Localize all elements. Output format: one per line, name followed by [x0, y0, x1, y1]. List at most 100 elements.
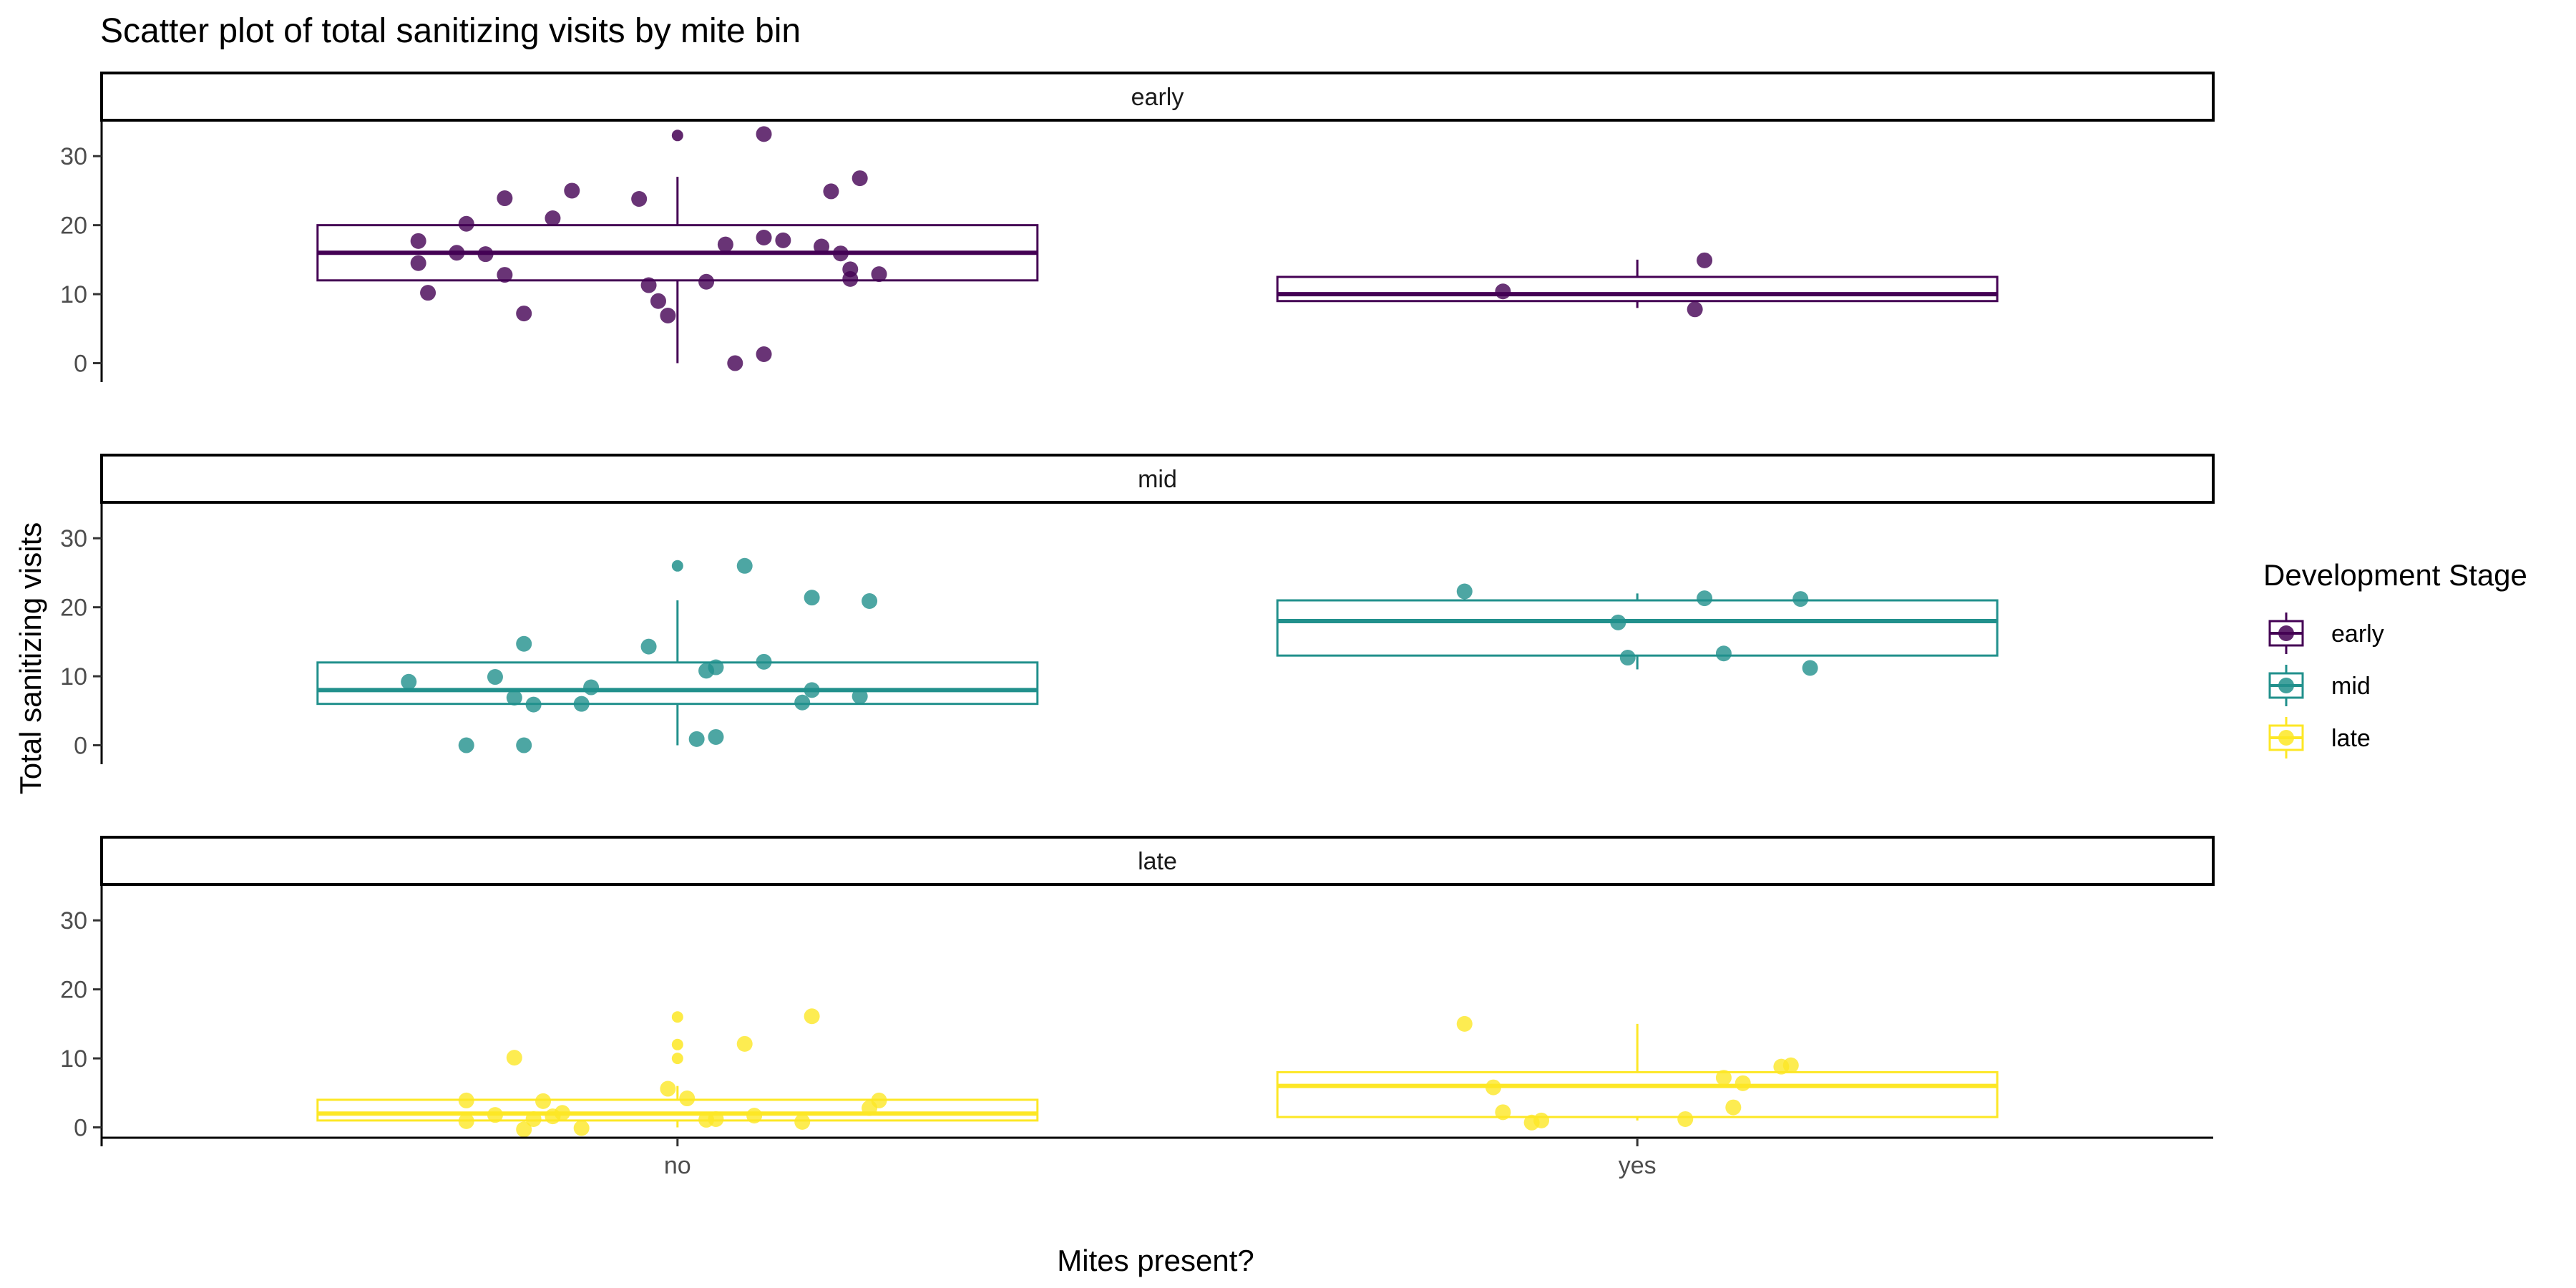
data-point [420, 285, 436, 301]
x-axis: no yes [102, 1136, 2213, 1179]
legend-label-early: early [2331, 620, 2384, 648]
boxplot-yes [1276, 259, 1999, 308]
data-point [746, 1108, 763, 1124]
data-point [814, 238, 830, 255]
data-point [1697, 590, 1713, 607]
data-point [804, 682, 820, 698]
outlier-point [671, 1011, 683, 1023]
data-point [804, 1008, 820, 1025]
data-point [458, 215, 474, 232]
boxplot-yes [1276, 1023, 1999, 1121]
data-point [545, 210, 561, 227]
data-point [842, 270, 859, 287]
facet-panel-late: late 0 10 20 30 [60, 836, 2215, 1146]
data-point [871, 266, 887, 283]
data-point [823, 183, 839, 200]
data-point [688, 731, 705, 747]
data-point [525, 1111, 542, 1127]
data-point [1687, 301, 1703, 318]
data-point [1725, 1099, 1742, 1116]
data-point [458, 737, 474, 753]
data-point [1715, 1070, 1732, 1086]
data-point [573, 1120, 590, 1136]
box [1276, 275, 1999, 303]
legend: Development Stage early mid late [2263, 558, 2527, 758]
data-point [862, 592, 878, 609]
data-point [852, 170, 868, 187]
x-tick-label: yes [1619, 1152, 1657, 1179]
outlier-point [671, 1038, 683, 1050]
data-point [1792, 591, 1809, 608]
data-point [775, 232, 791, 248]
legend-label-late: late [2331, 725, 2371, 752]
data-point [1610, 614, 1626, 630]
y-tick-label: 20 [60, 595, 87, 622]
y-tick-label: 10 [60, 663, 87, 691]
data-point [631, 191, 648, 208]
data-point [516, 306, 532, 322]
data-point [458, 1113, 474, 1129]
data-point [650, 293, 666, 309]
legend-title: Development Stage [2263, 558, 2527, 592]
boxplot-no [316, 1085, 1039, 1128]
y-axis-title: Total sanitizing visits [14, 522, 47, 794]
data-point [410, 233, 426, 249]
data-point [871, 1092, 887, 1108]
legend-key-late [2268, 717, 2304, 758]
facet-strip-early [100, 72, 2215, 122]
data-point [1495, 1104, 1511, 1121]
legend-key-early [2268, 613, 2304, 654]
data-point [1456, 1015, 1473, 1032]
data-point [852, 688, 868, 705]
data-point [477, 246, 494, 263]
data-point [506, 689, 522, 706]
data-point [804, 590, 820, 606]
facet-panel-mid: mid 0 10 20 30 [60, 454, 2215, 764]
data-point [554, 1105, 570, 1121]
y-tick-label: 0 [74, 351, 87, 378]
data-point [583, 679, 600, 696]
box [1276, 1070, 1999, 1118]
data-point [487, 669, 503, 686]
data-point [1677, 1111, 1694, 1127]
boxplot-no [316, 600, 1039, 746]
facet-panels: early 0 10 20 30 mid 0 10 20 30 late 0 10 20 30 [60, 72, 2215, 1146]
outlier-point [671, 1053, 683, 1065]
y-tick-label: 0 [74, 733, 87, 760]
outlier-point [671, 560, 683, 572]
data-point [794, 694, 811, 711]
data-point [497, 190, 513, 207]
data-point [660, 1080, 676, 1097]
data-point [573, 696, 590, 712]
data-point [1715, 645, 1732, 662]
data-point [640, 277, 657, 293]
data-point [1533, 1112, 1550, 1128]
data-point [679, 1091, 696, 1107]
data-point [640, 638, 657, 655]
data-point [1802, 660, 1818, 676]
data-point [717, 236, 733, 253]
data-point [1735, 1075, 1751, 1091]
y-tick-label: 30 [60, 525, 87, 552]
data-point [410, 255, 426, 271]
data-point [756, 653, 772, 670]
legend-key-point [2278, 730, 2294, 746]
x-tick-label: no [664, 1152, 691, 1179]
y-tick-label: 20 [60, 977, 87, 1004]
y-tick-label: 10 [60, 1045, 87, 1073]
data-point [1697, 252, 1713, 268]
boxplot-yes [1276, 593, 1999, 670]
data-point [506, 1050, 522, 1066]
data-point [516, 1121, 532, 1138]
data-point [1782, 1057, 1799, 1073]
data-point [660, 307, 676, 323]
data-point [794, 1113, 811, 1130]
data-point [525, 696, 542, 713]
legend-key-point [2278, 678, 2294, 693]
data-point [516, 737, 532, 753]
data-point [487, 1107, 503, 1123]
data-point [708, 1111, 724, 1127]
legend-label-mid: mid [2331, 673, 2371, 700]
facet-strip-mid [100, 454, 2215, 504]
